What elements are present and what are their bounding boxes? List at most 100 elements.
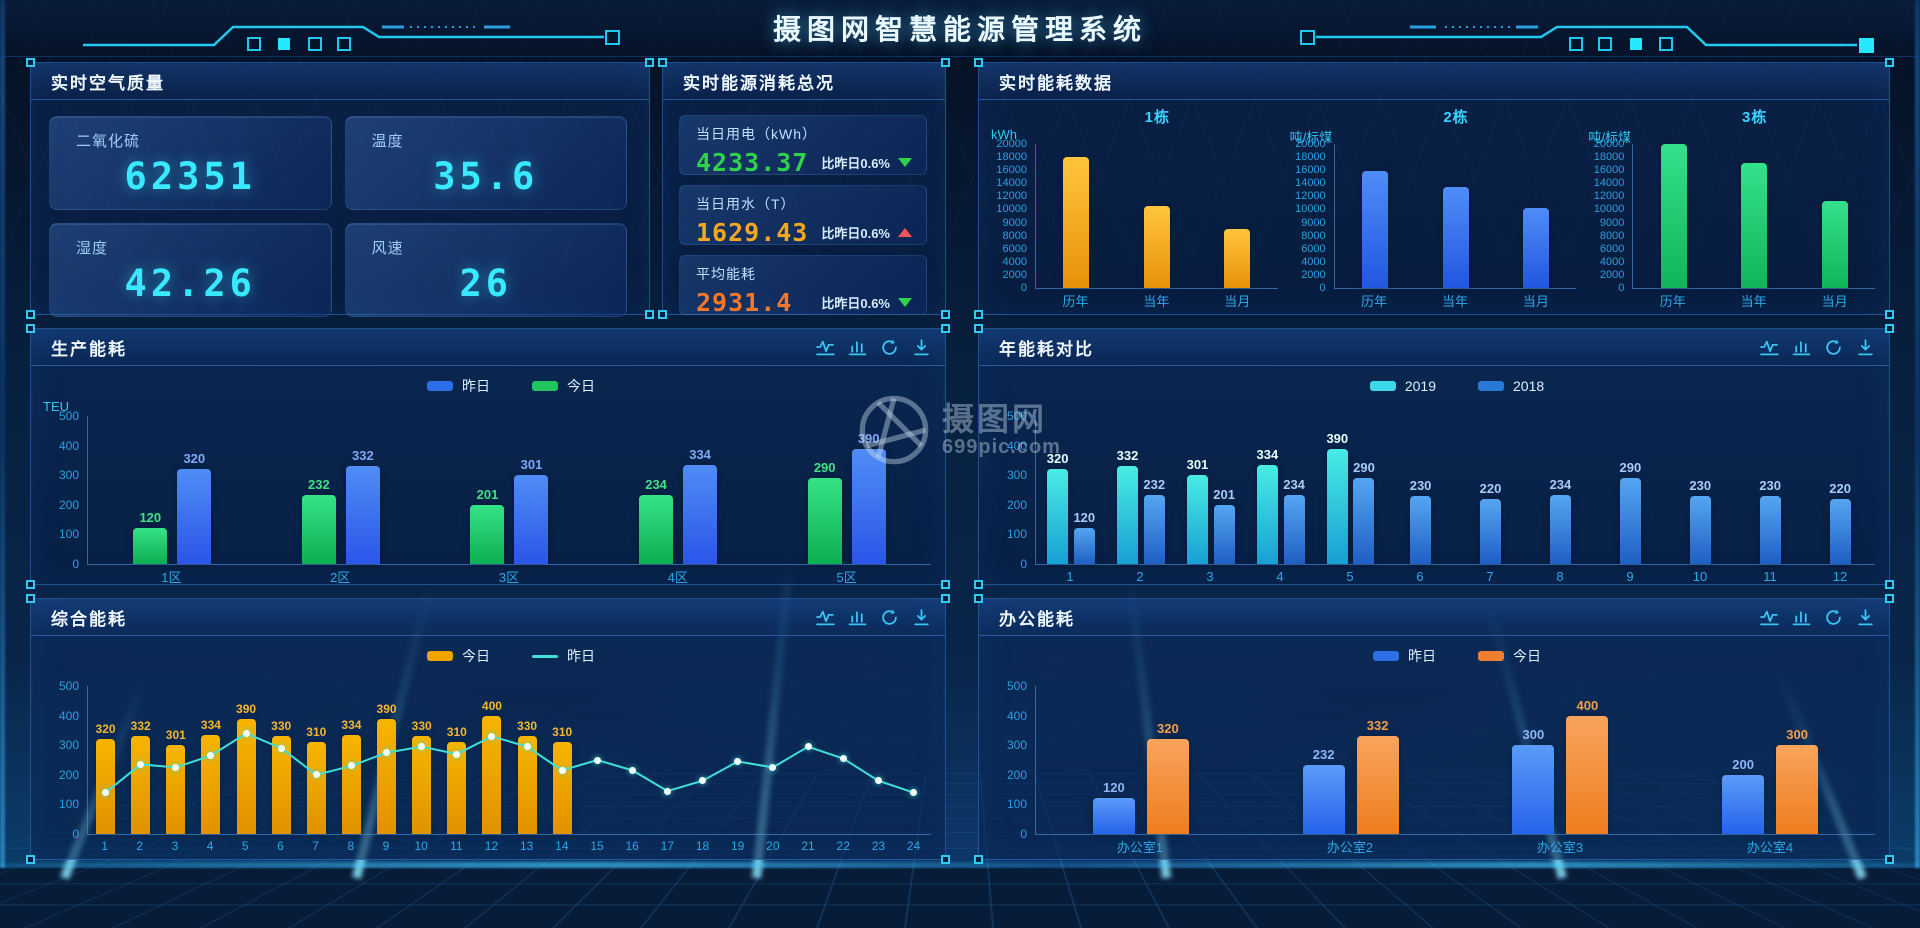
bar-column: 390 xyxy=(377,686,397,834)
refresh-icon[interactable] xyxy=(1824,338,1843,357)
plot-area: 120 320 232 332 300 400 200 300 xyxy=(1035,686,1875,835)
y-axis-tick: 0 xyxy=(1319,282,1326,294)
y-axis-tick: 4000 xyxy=(1301,255,1326,268)
bar xyxy=(1256,465,1278,564)
legend-item[interactable]: 2019 xyxy=(1369,378,1436,394)
bar xyxy=(851,448,886,564)
bar-column: 290 xyxy=(807,416,842,564)
bar-chart-icon[interactable] xyxy=(1792,608,1811,627)
bar xyxy=(1759,495,1781,564)
line-chart-icon[interactable] xyxy=(1760,608,1779,627)
bar-column: 201 xyxy=(1213,416,1235,564)
bar-chart-icon[interactable] xyxy=(848,338,867,357)
bar-column: 290 xyxy=(1619,416,1641,564)
y-axis-tick: 200 xyxy=(58,767,79,782)
category-slot xyxy=(685,686,720,834)
y-axis-tick: 100 xyxy=(1006,797,1027,812)
category-slot xyxy=(1117,144,1198,288)
legend-swatch xyxy=(427,651,453,661)
bar xyxy=(166,744,186,834)
bar-group: 334 234 xyxy=(1257,416,1305,564)
y-axis-tick: 400 xyxy=(1006,438,1027,453)
bar-value-label: 232 xyxy=(1143,477,1166,493)
y-axis-tick: 200 xyxy=(58,497,79,512)
bar-column: 232 xyxy=(301,416,336,564)
bar-group: 332 232 xyxy=(1117,416,1165,564)
legend-label: 昨日 xyxy=(1408,648,1436,664)
line-data-point xyxy=(453,750,461,758)
bar-column: 332 xyxy=(345,416,380,564)
bar-group xyxy=(1361,144,1388,288)
summary-value: 1629.43 xyxy=(696,218,809,247)
download-icon[interactable] xyxy=(1856,338,1875,357)
legend-swatch xyxy=(427,381,453,391)
bar xyxy=(1356,735,1399,834)
category-slot: 200 300 xyxy=(1665,686,1875,834)
chart-production-energy: 昨日 今日 TEU 0 100 200 300 400 500 120 320 232 332 201 30… xyxy=(41,374,931,587)
refresh-icon[interactable] xyxy=(1824,608,1843,627)
bar-column: 320 xyxy=(177,416,212,564)
legend-item[interactable]: 今日 xyxy=(532,376,595,396)
chart-body: 0 100 200 300 400 500 320 120 332 232 301 201 334 234… xyxy=(989,410,1875,587)
bar-column: 334 xyxy=(683,416,718,564)
panel-corner-decoration xyxy=(26,58,35,67)
line-data-point xyxy=(277,744,285,752)
line-chart-icon[interactable] xyxy=(816,608,835,627)
line-chart-icon[interactable] xyxy=(1760,338,1779,357)
line-chart-icon[interactable] xyxy=(816,338,835,357)
category-slot: 290 390 xyxy=(762,416,931,564)
category-slot: 120 320 xyxy=(1036,686,1246,834)
bar-column xyxy=(1523,144,1550,288)
x-axis-label: 16 xyxy=(625,839,639,853)
bar xyxy=(1302,765,1345,834)
panel-corner-decoration xyxy=(941,58,950,67)
bar-value-label: 330 xyxy=(271,719,292,734)
mini-chart-title: 1栋 xyxy=(1144,109,1170,126)
category-slot: 234 334 xyxy=(594,416,763,564)
category-slot xyxy=(861,686,896,834)
x-axis-label: 6 xyxy=(277,839,284,853)
download-icon[interactable] xyxy=(912,338,931,357)
y-axis-tick: 6000 xyxy=(1002,242,1027,255)
legend-item[interactable]: 昨日 xyxy=(427,376,490,396)
chart-yearly-comparison: 2019 2018 0 100 200 300 400 500 320 120 332 232 301 2… xyxy=(989,374,1875,587)
line-data-point xyxy=(558,766,566,774)
x-axis-label: 4 xyxy=(206,839,214,853)
legend-item[interactable]: 今日 xyxy=(1478,646,1541,666)
y-axis: 0 100 200 300 400 500 xyxy=(989,410,1035,570)
bar-group: 310 xyxy=(306,686,326,834)
panel-toolbar xyxy=(1760,608,1875,627)
x-axis: 历年 当年 当月 xyxy=(1035,289,1278,311)
bar-column: 390 xyxy=(236,686,256,834)
bar xyxy=(1283,494,1305,564)
bar-value-label: 290 xyxy=(1353,460,1375,476)
summary-label: 平均能耗 xyxy=(696,266,756,282)
panel-corner-decoration xyxy=(974,580,983,589)
x-axis-label: 2 xyxy=(1136,568,1144,584)
refresh-icon[interactable] xyxy=(880,608,899,627)
x-axis-label: 4区 xyxy=(667,569,688,585)
download-icon[interactable] xyxy=(1856,608,1875,627)
x-axis-label: 5 xyxy=(241,839,249,853)
y-axis-tick: 0 xyxy=(1020,282,1027,294)
legend-item[interactable]: 昨日 xyxy=(532,646,595,666)
trend-down-icon xyxy=(898,298,912,307)
legend-item[interactable]: 今日 xyxy=(427,646,490,666)
bar-value-label: 400 xyxy=(481,698,502,713)
bar xyxy=(1224,229,1251,288)
bar-chart-icon[interactable] xyxy=(1792,338,1811,357)
download-icon[interactable] xyxy=(912,608,931,627)
legend-item[interactable]: 2018 xyxy=(1478,378,1544,394)
legend-item[interactable]: 昨日 xyxy=(1373,646,1436,666)
line-data-point xyxy=(804,743,812,751)
bar-value-label: 320 xyxy=(95,722,116,737)
bar xyxy=(1722,774,1765,834)
x-axis-label: 2区 xyxy=(330,569,351,585)
legend-label: 2019 xyxy=(1404,378,1436,394)
refresh-icon[interactable] xyxy=(880,338,899,357)
panel-corner-decoration xyxy=(941,324,950,333)
bar-column: 220 xyxy=(1829,416,1851,564)
bar-group: 332 xyxy=(131,686,151,834)
bar-chart-icon[interactable] xyxy=(848,608,867,627)
category-slot xyxy=(1633,144,1714,288)
